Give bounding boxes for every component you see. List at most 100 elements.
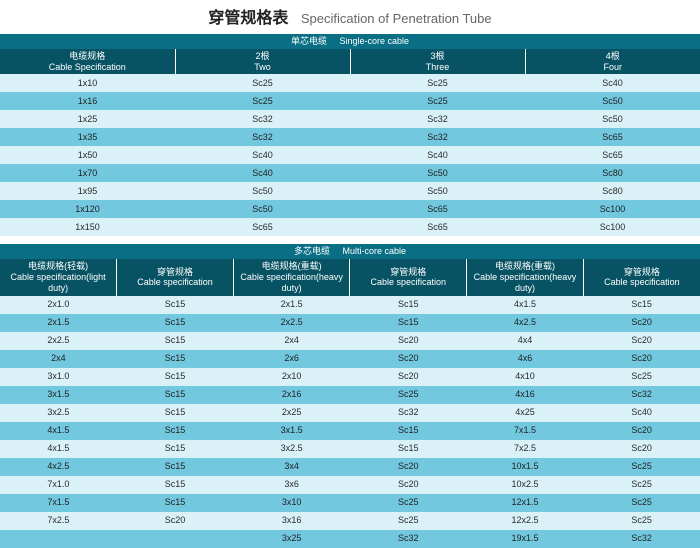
t1-cell: 1x16	[0, 92, 175, 110]
t2-header-2: 电缆规格(重载)Cable specification(heavy duty)	[233, 259, 350, 295]
t2-cell: 4x2.5	[467, 314, 584, 332]
t2-cell: 3x2.5	[0, 404, 117, 422]
t1-cell: 1x25	[0, 110, 175, 128]
t2-cell: 7x2.5	[467, 440, 584, 458]
t1-cell: 1x50	[0, 146, 175, 164]
t1-cell: Sc40	[175, 164, 350, 182]
t2-header-5-cn: 穿管规格	[586, 267, 698, 278]
t2-cell: 2x25	[233, 404, 350, 422]
t2-cell: 12x1.5	[467, 494, 584, 512]
t2-band-cn: 多芯电缆	[294, 246, 330, 256]
t2-cell: Sc20	[117, 512, 234, 530]
t2-cell: Sc15	[117, 350, 234, 368]
table-row: 1x150Sc65Sc65Sc100	[0, 218, 700, 236]
t1-cell: Sc65	[525, 128, 700, 146]
t1-cell: Sc100	[525, 200, 700, 218]
t1-cell: Sc50	[350, 182, 525, 200]
t2-cell: Sc20	[583, 422, 700, 440]
table-row: 1x10Sc25Sc25Sc40	[0, 74, 700, 92]
t1-cell: 1x35	[0, 128, 175, 146]
t2-cell: Sc20	[583, 350, 700, 368]
t1-header-1: 2根Two	[175, 49, 350, 75]
t2-header-0-en: Cable specification(light duty)	[2, 272, 114, 294]
table-row: 3x1.0Sc152x10Sc204x10Sc25	[0, 368, 700, 386]
t2-cell: 12x2.5	[467, 512, 584, 530]
t2-header-4-en: Cable specification(heavy duty)	[469, 272, 581, 294]
t2-cell: Sc15	[117, 314, 234, 332]
single-core-table: 单芯电缆 Single-core cable 电缆规格Cable Specifi…	[0, 34, 700, 236]
t2-cell: Sc15	[117, 440, 234, 458]
t2-cell: Sc32	[350, 404, 467, 422]
t2-cell: Sc15	[117, 404, 234, 422]
table-row: 7x1.5Sc153x10Sc2512x1.5Sc25	[0, 494, 700, 512]
t2-cell: 7x1.5	[467, 422, 584, 440]
t2-cell: 3x1.5	[233, 422, 350, 440]
t2-cell: 2x16	[233, 386, 350, 404]
t2-cell: Sc15	[117, 386, 234, 404]
t2-header-2-cn: 电缆规格(重载)	[236, 261, 348, 272]
t2-band: 多芯电缆 Multi-core cable	[0, 244, 700, 259]
t2-cell: 3x10	[233, 494, 350, 512]
t2-cell: 2x1.0	[0, 296, 117, 314]
t2-cell: Sc15	[117, 476, 234, 494]
t1-cell: Sc80	[525, 182, 700, 200]
table-row: 4x1.5Sc153x2.5Sc157x2.5Sc20	[0, 440, 700, 458]
t2-header-5-en: Cable specification	[586, 277, 698, 288]
t2-cell: Sc25	[583, 458, 700, 476]
t2-cell: 3x2.5	[233, 440, 350, 458]
t2-cell: 3x6	[233, 476, 350, 494]
t1-cell: Sc25	[350, 92, 525, 110]
t1-cell: Sc25	[350, 74, 525, 92]
t2-cell: 10x1.5	[467, 458, 584, 476]
table-row: 1x50Sc40Sc40Sc65	[0, 146, 700, 164]
t2-cell: 3x25	[233, 530, 350, 548]
t1-band: 单芯电缆 Single-core cable	[0, 34, 700, 49]
t2-cell: Sc20	[350, 350, 467, 368]
table-row: 1x70Sc40Sc50Sc80	[0, 164, 700, 182]
table-row: 7x2.5Sc203x16Sc2512x2.5Sc25	[0, 512, 700, 530]
table-row: 3x1.5Sc152x16Sc254x16Sc32	[0, 386, 700, 404]
t1-cell: Sc40	[525, 74, 700, 92]
t2-cell: Sc15	[117, 296, 234, 314]
table-row: 2x1.0Sc152x1.5Sc154x1.5Sc15	[0, 296, 700, 314]
t2-header-4: 电缆规格(重载)Cable specification(heavy duty)	[467, 259, 584, 295]
t1-cell: Sc40	[350, 146, 525, 164]
t2-cell: Sc15	[350, 296, 467, 314]
t1-cell: Sc32	[175, 110, 350, 128]
t2-cell: Sc15	[350, 314, 467, 332]
table-row: 2x1.5Sc152x2.5Sc154x2.5Sc20	[0, 314, 700, 332]
t2-cell: Sc20	[583, 440, 700, 458]
t2-cell: 2x6	[233, 350, 350, 368]
t1-header-2-en: Three	[353, 62, 523, 73]
t1-header-2: 3根Three	[350, 49, 525, 75]
t2-header-0: 电缆规格(轻载)Cable specification(light duty)	[0, 259, 117, 295]
t2-cell: 2x4	[0, 350, 117, 368]
t2-cell: 2x2.5	[233, 314, 350, 332]
table-row: 4x2.5Sc153x4Sc2010x1.5Sc25	[0, 458, 700, 476]
t2-header-5: 穿管规格Cable specification	[583, 259, 700, 295]
t2-cell: 4x16	[467, 386, 584, 404]
t2-cell: Sc20	[350, 368, 467, 386]
t2-cell: 3x4	[233, 458, 350, 476]
t2-header-1-en: Cable specification	[119, 277, 231, 288]
t2-cell: Sc25	[583, 476, 700, 494]
t2-cell: Sc15	[117, 458, 234, 476]
t2-cell: 3x16	[233, 512, 350, 530]
t2-cell: 7x1.5	[0, 494, 117, 512]
t2-cell: Sc15	[117, 494, 234, 512]
t1-cell: Sc25	[175, 74, 350, 92]
t2-cell: Sc15	[583, 296, 700, 314]
table-row: 1x35Sc32Sc32Sc65	[0, 128, 700, 146]
page-title: 穿管规格表 Specification of Penetration Tube	[0, 0, 700, 34]
t2-cell: Sc15	[350, 422, 467, 440]
t1-header-0: 电缆规格Cable Specification	[0, 49, 175, 75]
table-row: 3x25Sc3219x1.5Sc32	[0, 530, 700, 548]
t1-cell: Sc65	[525, 146, 700, 164]
t2-cell: 4x1.5	[0, 422, 117, 440]
t2-header-3-en: Cable specification	[352, 277, 464, 288]
t2-cell: Sc20	[583, 314, 700, 332]
t1-cell: 1x95	[0, 182, 175, 200]
t2-cell: 2x1.5	[233, 296, 350, 314]
t2-cell	[0, 530, 117, 548]
t2-cell: 2x2.5	[0, 332, 117, 350]
